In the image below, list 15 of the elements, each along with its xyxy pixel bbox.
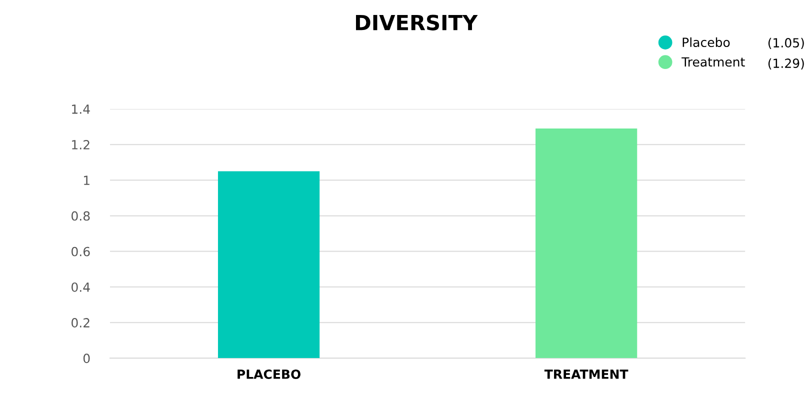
chart-title: DIVERSITY — [356, 14, 478, 30]
y-tick-label: 1 — [84, 176, 90, 185]
y-tick-label: 0.6 — [72, 246, 90, 256]
legend-label: Treatment — [682, 57, 745, 67]
text: (1.29) — [768, 58, 804, 70]
text: (1.05) — [768, 38, 804, 49]
legend-label: Placebo — [682, 37, 730, 48]
y-tick-label: 1.2 — [72, 140, 90, 150]
y-tick-label: 0.8 — [72, 211, 90, 221]
y-tick-label: 0 — [83, 354, 90, 364]
y-tick-label: 1.4 — [72, 104, 90, 114]
y-tick-label: 0.2 — [72, 318, 90, 328]
y-tick-label: 0.4 — [72, 282, 90, 292]
x-tick-label: PLACEBO — [238, 370, 300, 379]
x-tick-label: TREATMENT — [544, 370, 628, 379]
